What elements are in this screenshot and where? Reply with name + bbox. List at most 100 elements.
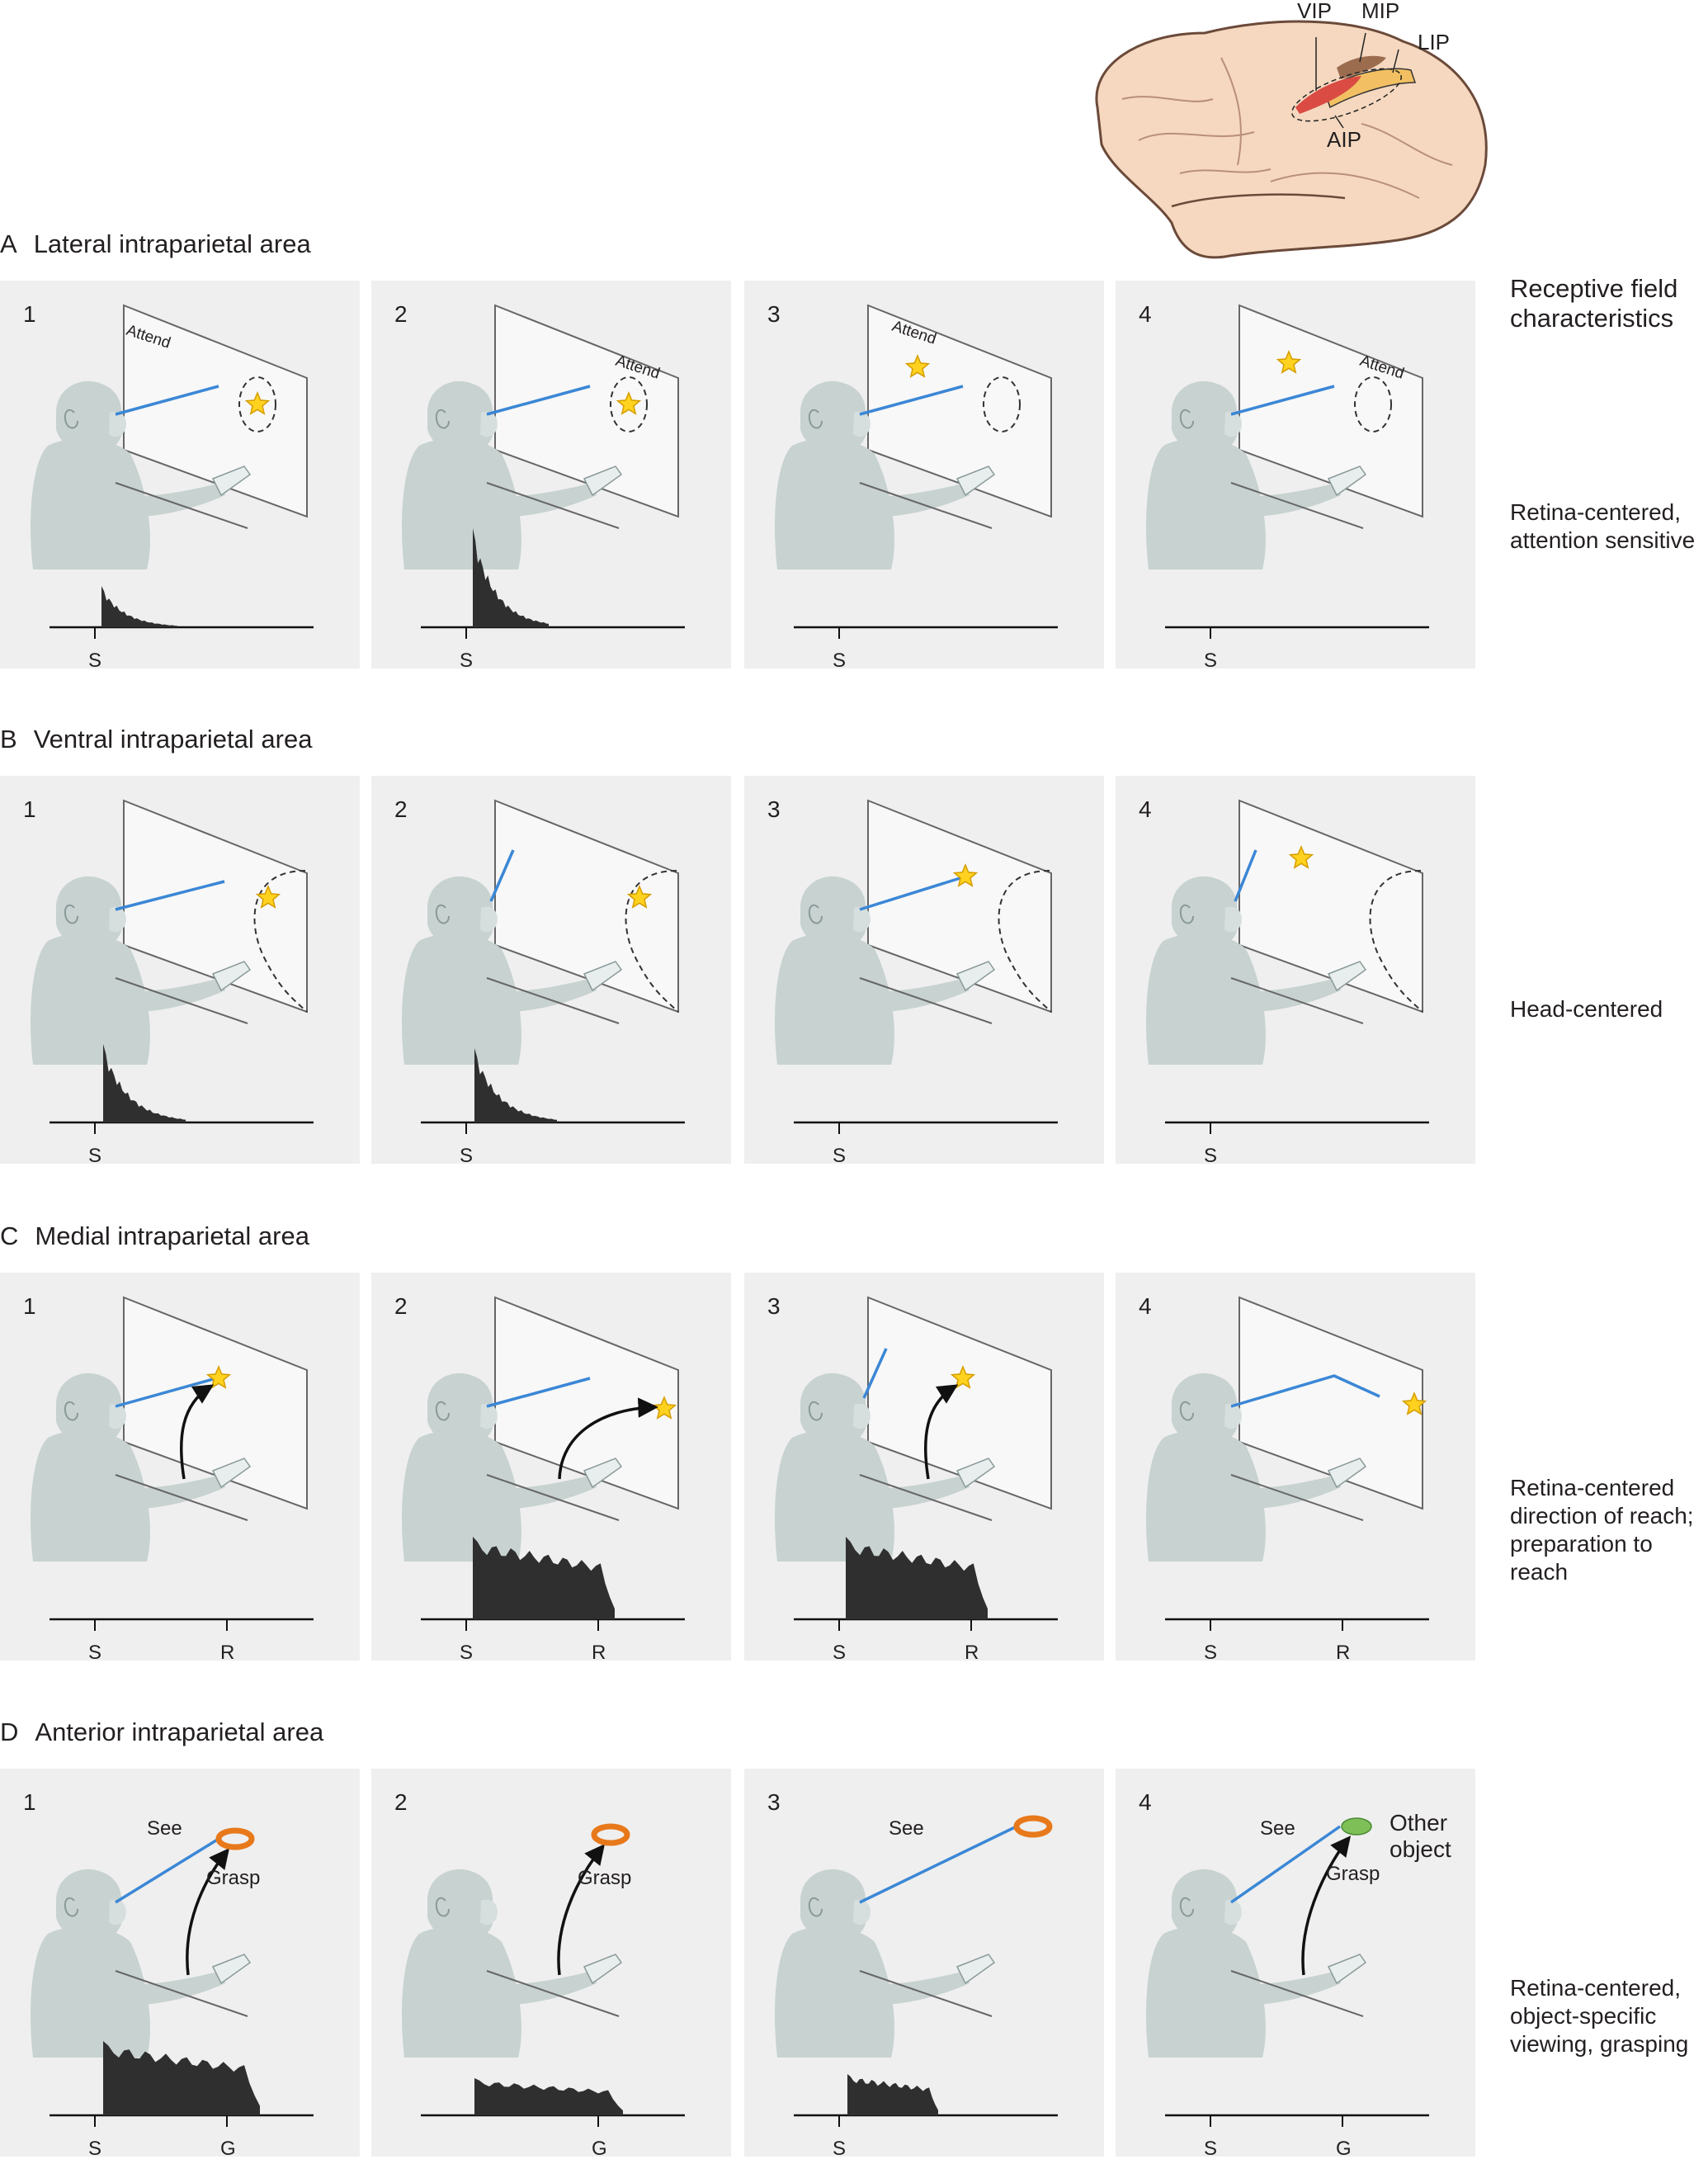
monkey-icon <box>775 1869 996 2058</box>
monkey-icon <box>1146 1373 1367 1562</box>
gaze-line <box>115 385 219 416</box>
row-a: A Lateral intraparietal area Retina-center… <box>0 229 1695 672</box>
table-edge <box>115 1474 248 1521</box>
table-edge <box>486 1970 620 2017</box>
axis-tick-label: G <box>1336 2138 1352 2160</box>
spike-histogram <box>101 586 177 627</box>
receptive-field-characteristics: Retina-centered direction of reach; prepar… <box>1510 1475 1694 1585</box>
rows: A Lateral intraparietal area Retina-center… <box>0 229 1695 2160</box>
axis-tick-label: S <box>833 650 846 672</box>
table-edge <box>486 1474 620 1521</box>
monkey-icon <box>402 1373 623 1562</box>
display-screen <box>1239 304 1423 518</box>
panel-number: 1 <box>23 796 36 822</box>
panel-number: 3 <box>767 1293 781 1319</box>
gaze-line <box>862 1348 888 1399</box>
display-screen <box>867 1296 1052 1510</box>
axis-tick-label: S <box>460 1642 473 1664</box>
gaze-line <box>1229 1825 1342 1904</box>
panel-number: 1 <box>23 1789 36 1815</box>
receptive-field-outline <box>253 870 308 1013</box>
monkey-icon <box>31 876 252 1065</box>
table-edge <box>859 1474 993 1521</box>
row-c: C Medial intraparietal area Retina-centere… <box>0 1221 1694 1664</box>
receptive-field-outline <box>1369 870 1423 1013</box>
receptive-field-characteristics: Head-centered <box>1510 996 1663 1022</box>
panel-c2: 2 S R <box>371 1273 731 1664</box>
receptive-field-outline <box>1354 376 1392 432</box>
receptive-field-outline <box>998 870 1052 1013</box>
panel-number: 2 <box>394 1789 408 1815</box>
gaze-line <box>115 1377 217 1408</box>
vip-label: VIP <box>1297 0 1332 23</box>
panel-d4: 4 See Grasp Other object S G <box>1116 1769 1475 2160</box>
other-object-icon <box>1341 1817 1372 1836</box>
ring-object-icon <box>591 1823 630 1846</box>
monkey-icon <box>775 876 996 1065</box>
panel-number: 2 <box>394 301 408 327</box>
table-edge <box>486 977 620 1024</box>
receptive-field-characteristics: Retina-centered, attention sensitive <box>1510 499 1695 553</box>
brain-temporal-lobe <box>1171 193 1346 208</box>
grasp-label: Grasp <box>1326 1863 1380 1885</box>
monkey-icon <box>31 1869 252 2058</box>
receptive-field-outline <box>610 376 648 432</box>
table-edge <box>859 977 993 1024</box>
panel-number: 2 <box>394 1293 408 1319</box>
axis-tick-label: S <box>88 650 101 672</box>
star-icon <box>255 885 281 909</box>
axis-tick-label: R <box>1336 1642 1350 1664</box>
spike-histogram <box>474 1048 557 1122</box>
axis-tick-label: S <box>460 1145 473 1167</box>
row-b: B Ventral intraparietal area Head-centered… <box>0 725 1663 1167</box>
grasp-arrow <box>557 1844 606 1976</box>
star-icon <box>1401 1391 1427 1415</box>
grasp-label: Grasp <box>578 1867 631 1889</box>
display-screen <box>867 304 1052 518</box>
star-icon <box>616 391 642 415</box>
monkey-icon <box>1146 380 1367 569</box>
table-edge <box>1230 482 1364 529</box>
reach-arrow <box>923 1384 959 1480</box>
monkey-icon <box>1146 1869 1367 2058</box>
table-edge <box>486 482 620 529</box>
axis-tick-label: S <box>88 1145 101 1167</box>
panel-number: 1 <box>23 301 36 327</box>
table-edge <box>1230 1474 1364 1521</box>
panel-number: 4 <box>1139 1789 1152 1815</box>
grasp-label: Grasp <box>206 1867 260 1889</box>
table-edge <box>859 482 993 529</box>
axis-tick-label: R <box>592 1642 606 1664</box>
star-icon <box>904 354 931 378</box>
display-screen <box>123 1296 308 1510</box>
table-edge <box>115 1970 248 2017</box>
brain-shape <box>1095 20 1488 259</box>
ring-object-icon <box>215 1827 255 1850</box>
gaze-line <box>115 1837 219 1904</box>
monkey-icon <box>1146 876 1367 1065</box>
panel-number: 4 <box>1139 1293 1152 1319</box>
monkey-icon <box>31 380 252 569</box>
gaze-line <box>1234 849 1257 902</box>
gaze-line <box>859 385 964 416</box>
star-icon <box>950 1365 976 1389</box>
monkey-icon <box>775 1373 996 1562</box>
row-title: A Lateral intraparietal area <box>0 229 311 258</box>
table-edge <box>859 1970 993 2017</box>
panel-c1: 1 S R <box>0 1273 360 1664</box>
spike-histogram <box>103 1044 186 1122</box>
display-screen <box>494 1296 679 1510</box>
table-edge <box>1230 1970 1364 2017</box>
receptive-field-outline <box>238 376 276 432</box>
gaze-line <box>115 880 225 911</box>
axis-tick-label: S <box>1204 1642 1217 1664</box>
lip-label: LIP <box>1418 30 1450 54</box>
star-icon <box>1276 350 1302 374</box>
axis-tick-label: R <box>220 1642 234 1664</box>
panel-number: 1 <box>23 1293 36 1319</box>
row-title: B Ventral intraparietal area <box>0 725 313 754</box>
